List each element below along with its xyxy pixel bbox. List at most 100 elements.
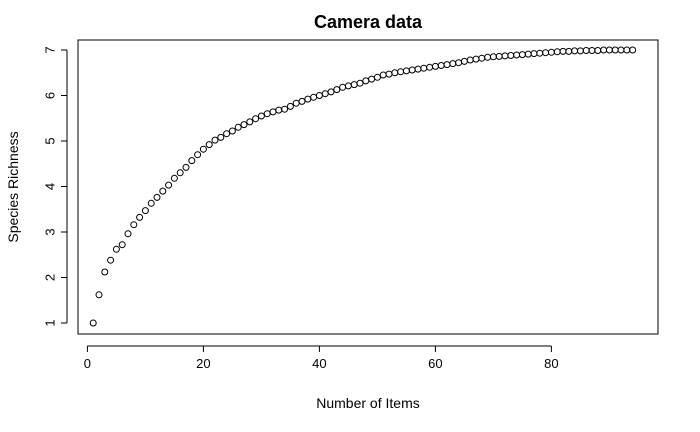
data-point: [594, 47, 602, 54]
data-point: [449, 60, 457, 68]
data-point: [165, 181, 173, 189]
data-point: [182, 163, 190, 171]
data-point: [310, 93, 318, 101]
data-point: [501, 52, 509, 60]
data-point: [582, 47, 590, 54]
data-point: [472, 55, 480, 63]
data-point: [246, 118, 254, 126]
data-point: [571, 47, 579, 55]
data-point: [437, 62, 445, 69]
data-point: [460, 57, 468, 65]
data-point: [356, 79, 364, 87]
data-point: [391, 69, 399, 77]
data-point: [443, 61, 451, 69]
data-point: [344, 82, 352, 90]
data-point: [333, 86, 341, 94]
data-point: [176, 169, 184, 177]
data-point: [368, 75, 376, 83]
data-point: [408, 66, 416, 74]
data-point: [141, 207, 149, 215]
data-point: [159, 187, 167, 195]
data-point: [466, 56, 474, 64]
y-tick-label: 7: [43, 46, 58, 53]
data-point: [223, 130, 231, 138]
data-point: [286, 102, 294, 110]
y-tick-label: 1: [43, 319, 58, 326]
data-points: [89, 46, 637, 327]
x-tick-label: 20: [196, 356, 210, 371]
data-point: [211, 136, 219, 144]
data-point: [118, 241, 126, 249]
y-axis: 1 2 3 4 5 6 7: [43, 46, 68, 327]
data-point: [518, 51, 526, 59]
data-point: [547, 48, 555, 56]
data-point: [397, 68, 405, 76]
data-point: [112, 245, 120, 253]
plot-frame: [77, 39, 659, 335]
data-point: [130, 221, 138, 229]
data-point: [414, 65, 422, 73]
data-point: [576, 47, 584, 55]
data-point: [524, 50, 532, 58]
data-point: [136, 213, 144, 221]
data-point: [153, 193, 161, 201]
y-axis-label: Species Richness: [5, 131, 21, 242]
data-point: [199, 145, 207, 153]
data-point: [263, 110, 271, 118]
data-point: [426, 63, 434, 71]
x-tick-label: 60: [428, 356, 442, 371]
data-point: [553, 48, 561, 56]
x-tick-label: 0: [84, 356, 91, 371]
data-point: [605, 46, 613, 54]
data-point: [542, 49, 550, 57]
data-point: [205, 141, 213, 149]
data-point: [588, 47, 596, 54]
data-point: [489, 53, 497, 61]
data-point: [217, 133, 225, 141]
y-tick-label: 4: [43, 183, 58, 190]
data-point: [194, 151, 202, 159]
data-point: [124, 230, 132, 238]
data-point: [478, 54, 486, 62]
data-point: [188, 157, 196, 165]
data-point: [455, 59, 463, 67]
data-point: [339, 83, 347, 91]
data-point: [484, 53, 492, 61]
data-point: [530, 50, 538, 58]
data-point: [327, 88, 335, 96]
data-point: [321, 90, 329, 98]
y-tick-label: 2: [43, 274, 58, 281]
data-point: [252, 115, 260, 123]
y-tick-label: 5: [43, 137, 58, 144]
data-point: [379, 71, 387, 79]
data-point: [95, 291, 103, 299]
data-point: [565, 47, 573, 55]
data-point: [89, 319, 97, 327]
data-point: [269, 108, 277, 116]
data-point: [536, 49, 544, 57]
data-point: [617, 46, 625, 54]
data-point: [513, 51, 521, 59]
data-point: [402, 67, 410, 75]
x-tick-label: 40: [312, 356, 326, 371]
data-point: [373, 73, 381, 81]
data-point: [495, 52, 503, 60]
chart-title: Camera data: [314, 12, 423, 32]
data-point: [362, 77, 370, 85]
data-point: [275, 106, 283, 114]
data-point: [234, 123, 242, 131]
y-tick-label: 6: [43, 92, 58, 99]
data-point: [431, 62, 439, 70]
data-point: [147, 199, 155, 207]
data-point: [240, 121, 248, 129]
data-point: [281, 105, 289, 113]
data-point: [350, 81, 358, 89]
data-point: [420, 64, 428, 72]
y-tick-label: 3: [43, 228, 58, 235]
data-point: [292, 99, 300, 107]
data-point: [304, 95, 312, 103]
data-point: [170, 174, 178, 182]
data-point: [228, 127, 236, 135]
data-point: [385, 70, 393, 78]
